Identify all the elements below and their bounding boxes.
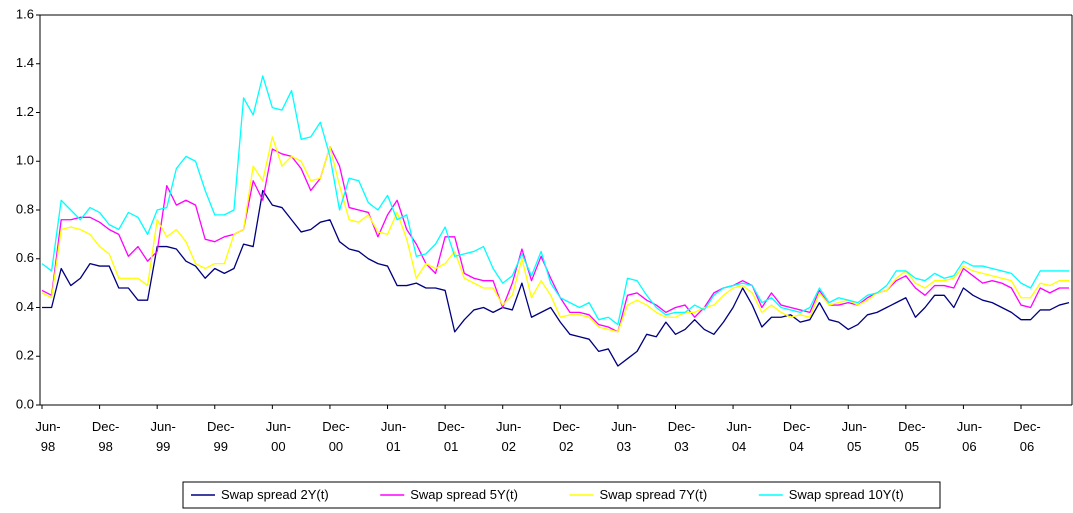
- x-tick-label: Jun-99: [150, 419, 176, 454]
- x-tick-label: Dec-00: [322, 419, 350, 454]
- y-tick-label: 0.2: [16, 348, 34, 363]
- x-tick-label: Dec-01: [437, 419, 465, 454]
- y-tick-label: 0.4: [16, 299, 34, 314]
- series-line: [41, 75, 1069, 326]
- y-tick-label: 1.2: [16, 104, 34, 119]
- legend-label: Swap spread 2Y(t): [221, 487, 329, 502]
- legend-label: Swap spread 5Y(t): [410, 487, 518, 502]
- y-tick-label: 0.0: [16, 396, 34, 411]
- y-tick-label: 1.6: [16, 6, 34, 21]
- x-tick-label: Dec-98: [91, 419, 120, 454]
- x-tick-label: Jun-05: [841, 419, 867, 454]
- series-line: [41, 136, 1069, 333]
- x-tick-label: Dec-03: [667, 419, 696, 454]
- x-tick-label: Dec-06: [1013, 419, 1041, 454]
- x-tick-label: Jun-04: [726, 419, 752, 454]
- legend-box: [182, 481, 941, 509]
- legend-label: Swap spread 7Y(t): [599, 487, 708, 502]
- x-tick-label: Dec-04: [782, 419, 811, 454]
- x-tick-label: Dec-05: [898, 419, 926, 454]
- x-tick-label: Jun-03: [611, 419, 637, 454]
- x-tick-label: Dec-02: [552, 419, 581, 454]
- x-tick-label: Jun-02: [496, 419, 522, 454]
- series-line: [41, 145, 1069, 333]
- y-tick-label: 1.4: [16, 55, 34, 70]
- x-tick-label: Jun-98: [35, 419, 61, 454]
- y-tick-label: 0.8: [16, 201, 34, 216]
- series-line: [42, 189, 1070, 367]
- y-tick-label: 0.6: [16, 250, 34, 265]
- x-tick-label: Jun-06: [956, 419, 983, 454]
- y-tick-label: 1.0: [16, 153, 34, 168]
- legend-label: Swap spread 10Y(t): [788, 487, 904, 502]
- x-tick-label: Jun-00: [265, 419, 291, 454]
- x-tick-label: Jun-01: [380, 419, 407, 454]
- x-tick-label: Dec-99: [207, 419, 235, 454]
